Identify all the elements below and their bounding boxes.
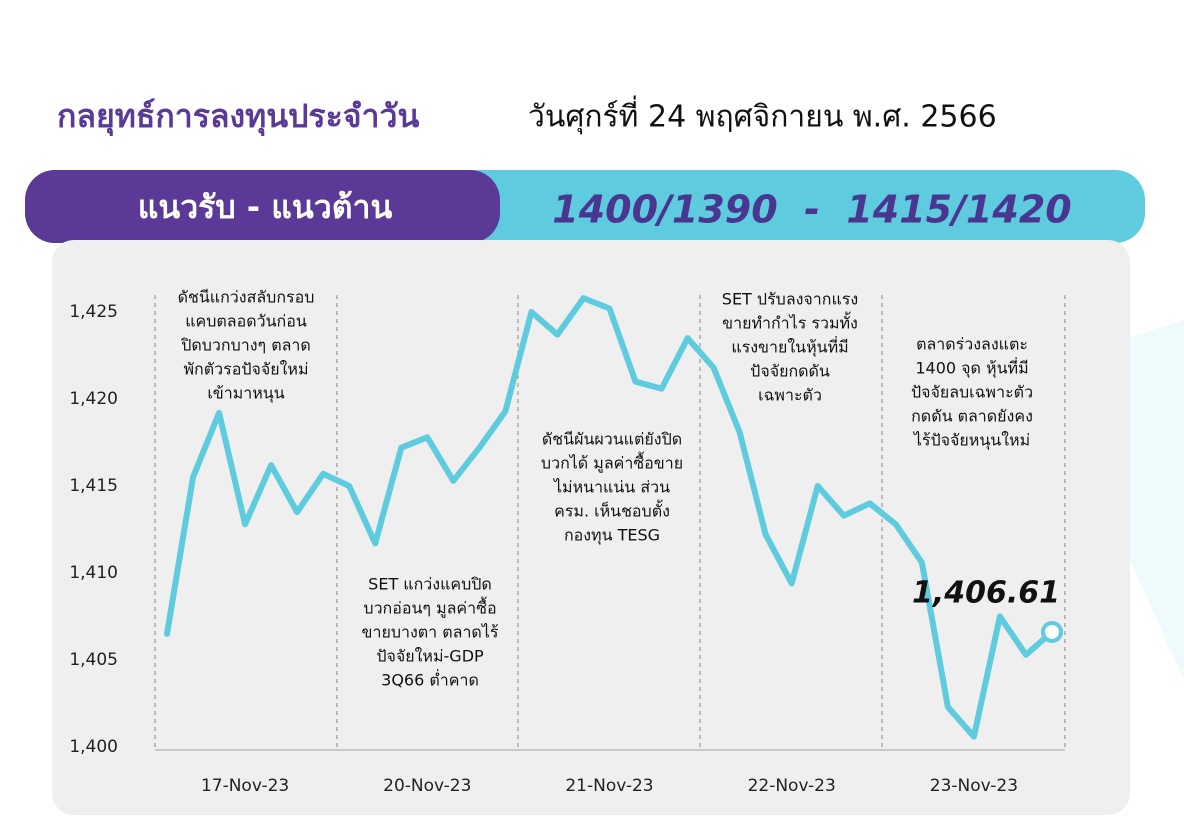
label-band bbox=[25, 170, 500, 243]
annotation: ดัชนีแกว่งสลับกรอบ bbox=[178, 288, 315, 307]
series-line bbox=[164, 295, 1055, 740]
band-value: 1400/1390 - 1415/1420 bbox=[552, 188, 1072, 232]
annotation: ปัจจัยใหม่-GDP bbox=[376, 647, 484, 666]
annotation: บวกได้ มูลค่าซื้อขาย bbox=[541, 452, 683, 474]
annotation: กองทุน TESG bbox=[564, 526, 660, 546]
y-tick-label: 1,420 bbox=[69, 389, 118, 409]
annotation: เข้ามาหนุน bbox=[207, 384, 284, 404]
annotation: ไม่หนาแน่น ส่วน bbox=[552, 478, 670, 497]
annotation: ขายบางตา ตลาดไร้ bbox=[362, 623, 499, 642]
annotation: ปัจจัยลบเฉพาะตัว bbox=[911, 383, 1033, 402]
annotation: ปิดบวกบางๆ ตลาด bbox=[181, 336, 311, 355]
date: วันศุกร์ที่ 24 พฤศจิกายน พ.ศ. 2566 bbox=[528, 96, 997, 136]
annotation: แคบตลอดวันก่อน bbox=[185, 312, 307, 331]
annotation: กดดัน ตลาดยังคง bbox=[911, 407, 1033, 426]
x-tick-label: 20-Nov-23 bbox=[383, 776, 471, 796]
y-tick-label: 1,400 bbox=[69, 737, 118, 757]
annotation: SET ปรับลงจากแรง bbox=[722, 290, 858, 309]
x-tick-label: 21-Nov-23 bbox=[565, 776, 653, 796]
x-tick-label: 22-Nov-23 bbox=[748, 776, 836, 796]
y-tick-label: 1,410 bbox=[69, 563, 118, 583]
annotation: 1400 จุด หุ้นที่มี bbox=[915, 357, 1028, 379]
annotation: ขายทำกำไร รวมทั้ง bbox=[722, 312, 858, 333]
chart-panel bbox=[52, 240, 1130, 815]
annotation: 3Q66 ต่ำคาด bbox=[381, 669, 479, 690]
y-tick-label: 1,425 bbox=[69, 302, 118, 322]
annotation: ตลาดร่วงลงแตะ bbox=[916, 335, 1028, 354]
y-tick-label: 1,405 bbox=[69, 650, 118, 670]
annotation: ไร้ปัจจัยหนุนใหม่ bbox=[912, 431, 1030, 451]
band-label: แนวรับ - แนวต้าน bbox=[138, 188, 393, 226]
annotation: SET แกว่งแคบปิด bbox=[368, 575, 492, 594]
annotation: พักตัวรอปัจจัยใหม่ bbox=[184, 360, 309, 379]
y-tick-label: 1,415 bbox=[69, 476, 118, 496]
end-point bbox=[1041, 620, 1063, 643]
x-tick-label: 23-Nov-23 bbox=[930, 776, 1018, 796]
annotation: ดัชนีผันผวนแต่ยังปิด bbox=[542, 430, 682, 449]
annotation: เฉพาะตัว bbox=[758, 386, 822, 405]
value-label: 1,406.61 bbox=[912, 575, 1060, 610]
annotation: แรงขายในหุ้นที่มี bbox=[731, 336, 848, 358]
annotation: บวกอ่อนๆ มูลค่าซื้อ bbox=[363, 597, 496, 619]
title: กลยุทธ์การลงทุนประจำวัน bbox=[57, 97, 419, 137]
annotation: ครม. เห็นชอบตั้ง bbox=[554, 500, 670, 521]
annotation: ปัจจัยกดดัน bbox=[750, 362, 830, 381]
x-tick-label: 17-Nov-23 bbox=[201, 776, 289, 796]
